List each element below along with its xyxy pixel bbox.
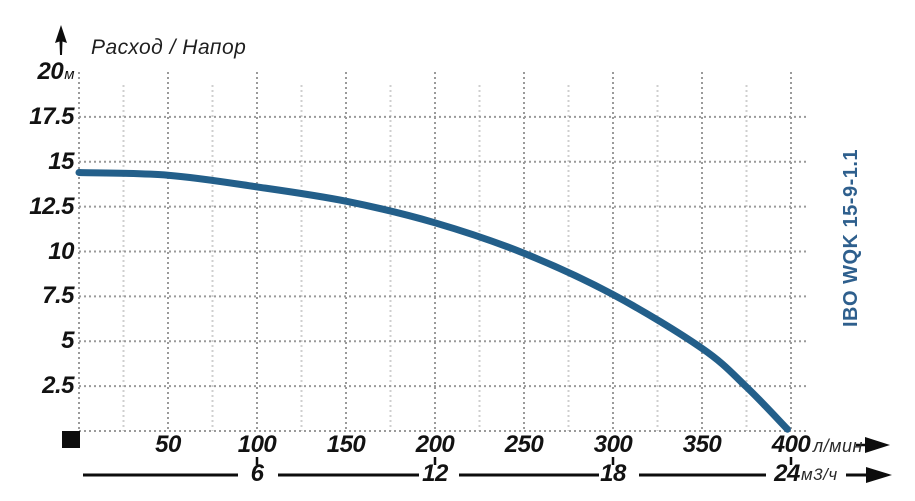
y-tick-label: 7.5 bbox=[42, 282, 74, 310]
primary-axis-arrow-icon bbox=[865, 437, 890, 453]
chart-title: Расход / Напор bbox=[91, 36, 247, 59]
product-model-label: IBO WQK 15-9-1.1 bbox=[840, 148, 862, 328]
origin-marker bbox=[62, 431, 80, 448]
secondary-x-tick-label: 18 bbox=[600, 460, 626, 487]
x-tick-label: 300 bbox=[593, 431, 633, 458]
x-tick-label: 350 bbox=[682, 431, 722, 458]
y-tick-label: 15 bbox=[48, 147, 74, 175]
x-tick-label: 50 bbox=[155, 431, 181, 458]
y-tick-label: 10 bbox=[48, 237, 74, 265]
secondary-axis-arrow-icon bbox=[866, 467, 892, 483]
secondary-axis-unit-label: м3/ч bbox=[801, 465, 838, 484]
x-tick-label: 250 bbox=[504, 431, 544, 458]
y-tick-label: 12.5 bbox=[29, 192, 74, 220]
secondary-x-tick-label: 12 bbox=[422, 460, 448, 487]
y-tick-label: 5 bbox=[61, 327, 74, 355]
x-tick-label: 400 bbox=[771, 431, 811, 458]
x-tick-label: 200 bbox=[415, 431, 455, 458]
y-tick-label: 20м bbox=[37, 58, 75, 85]
y-tick-label: 17.5 bbox=[29, 102, 74, 130]
secondary-x-tick-label: 24 bbox=[774, 460, 800, 487]
y-tick-label: 2.5 bbox=[42, 372, 74, 400]
x-tick-label: 100 bbox=[237, 431, 277, 458]
pump-curve bbox=[75, 169, 791, 433]
y-axis-arrow-icon bbox=[55, 25, 67, 55]
secondary-x-tick-label: 6 bbox=[250, 460, 264, 487]
primary-axis-unit-label: л/мин bbox=[813, 436, 863, 456]
x-tick-label: 150 bbox=[326, 431, 366, 458]
y-axis-unit: м bbox=[64, 66, 74, 83]
